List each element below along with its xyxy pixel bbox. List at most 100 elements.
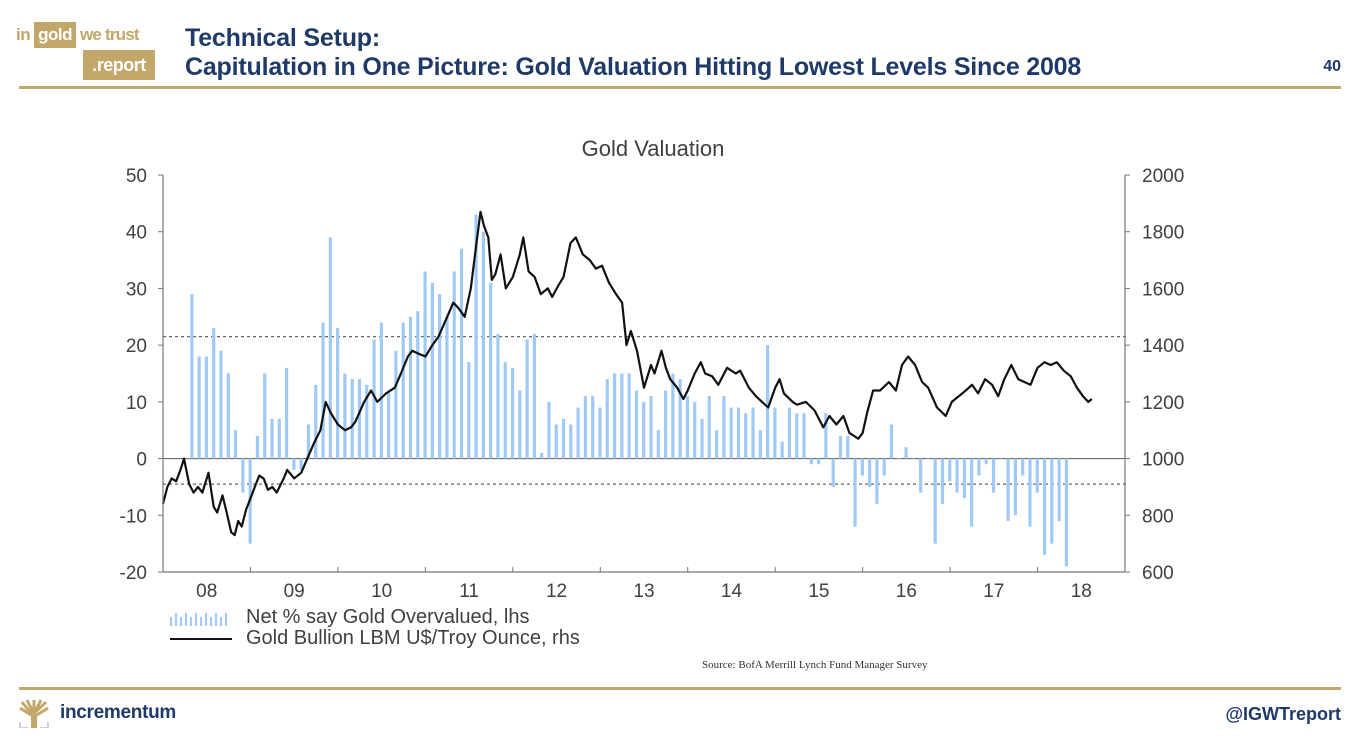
bar — [846, 435, 850, 459]
logo-word-we-trust: we trust — [80, 25, 140, 44]
bar — [1028, 458, 1032, 527]
bar — [285, 367, 289, 459]
x-tick-label: 09 — [284, 581, 305, 602]
bar — [795, 413, 799, 459]
bar — [656, 430, 660, 459]
left-tick-label: 0 — [136, 450, 147, 471]
bar — [809, 458, 813, 465]
bar — [591, 396, 595, 459]
bar — [598, 407, 602, 459]
bar — [707, 396, 711, 459]
bar — [365, 384, 369, 459]
bar — [605, 379, 609, 459]
bar — [714, 430, 719, 459]
twitter-handle[interactable]: @IGWTreport — [1225, 704, 1341, 724]
bar — [226, 373, 230, 459]
x-tick-label: 18 — [1071, 581, 1092, 602]
logo-word-in: in — [16, 25, 31, 44]
bar — [984, 458, 988, 465]
left-tick-label: 40 — [126, 223, 147, 244]
page-title-line-1: Technical Setup: — [185, 24, 380, 52]
bar — [817, 458, 821, 465]
page-title: Technical Setup: Capitulation in One Pic… — [185, 24, 1081, 82]
left-tick-label: 50 — [126, 166, 147, 187]
bar — [561, 418, 566, 459]
bar — [962, 458, 966, 499]
bar — [999, 458, 1003, 460]
bar — [940, 458, 945, 504]
left-tick-label: 10 — [126, 393, 147, 414]
bar — [489, 282, 493, 459]
bar — [882, 458, 886, 476]
bar — [357, 379, 362, 459]
bar — [510, 367, 515, 459]
header-divider — [19, 86, 1341, 89]
bar — [780, 441, 784, 459]
footer-divider — [19, 687, 1341, 690]
bar — [438, 294, 442, 459]
bar — [350, 379, 354, 459]
left-tick-label: 20 — [126, 336, 147, 357]
bar — [372, 339, 376, 459]
bar — [540, 452, 544, 459]
bar — [634, 390, 639, 459]
bar — [547, 401, 551, 459]
left-tick-label: -10 — [120, 506, 147, 527]
bar — [904, 447, 908, 459]
bar — [838, 435, 843, 459]
bar — [416, 311, 420, 459]
bar — [474, 214, 478, 459]
bar — [1021, 458, 1025, 476]
bar — [649, 396, 653, 459]
bar — [233, 430, 238, 459]
bar — [860, 458, 864, 476]
bar — [758, 430, 762, 459]
bar — [1057, 458, 1061, 521]
bar — [722, 396, 726, 459]
bar — [831, 458, 835, 487]
legend-label-line: Gold Bullion LBM U$/Troy Ounce, rhs — [246, 627, 580, 649]
right-tick-label: 1400 — [1142, 336, 1184, 357]
bar — [452, 271, 456, 459]
bar — [911, 458, 915, 460]
bar — [620, 373, 624, 459]
bar — [328, 237, 332, 459]
page-number: 40 — [1323, 58, 1341, 75]
bar — [518, 390, 522, 459]
left-tick-label: 30 — [126, 279, 147, 300]
bar — [554, 424, 558, 459]
bar — [299, 458, 303, 470]
bar — [1035, 458, 1039, 493]
bar — [270, 418, 274, 459]
bar — [751, 407, 755, 459]
legend-item-bars: Net % say Gold Overvalued, lhs — [170, 607, 580, 628]
bar — [532, 333, 536, 459]
bar — [387, 390, 391, 459]
bar — [612, 373, 617, 459]
bar — [729, 407, 733, 459]
bar — [744, 413, 748, 459]
bar — [663, 390, 668, 459]
bar — [991, 458, 996, 493]
in-gold-we-trust-logo: in gold we trust .report — [16, 22, 156, 80]
bar — [926, 458, 930, 460]
bar — [802, 413, 806, 459]
bar — [445, 316, 449, 459]
bar — [197, 356, 201, 459]
bar — [459, 248, 464, 459]
right-tick-label: 600 — [1142, 563, 1174, 584]
bar — [642, 401, 646, 459]
chart-title: Gold Valuation — [582, 136, 725, 161]
bar — [933, 458, 937, 544]
bar — [700, 418, 704, 459]
incrementum-logo: incrementum — [18, 698, 176, 728]
bar — [423, 271, 427, 459]
bar — [467, 362, 471, 459]
bar-series-swatch-icon — [170, 610, 232, 626]
bar — [1006, 458, 1010, 521]
bar — [1064, 458, 1069, 567]
bar — [627, 373, 631, 459]
line-series-swatch-icon — [170, 637, 232, 640]
bar — [336, 328, 340, 459]
right-tick-label: 1200 — [1142, 393, 1184, 414]
